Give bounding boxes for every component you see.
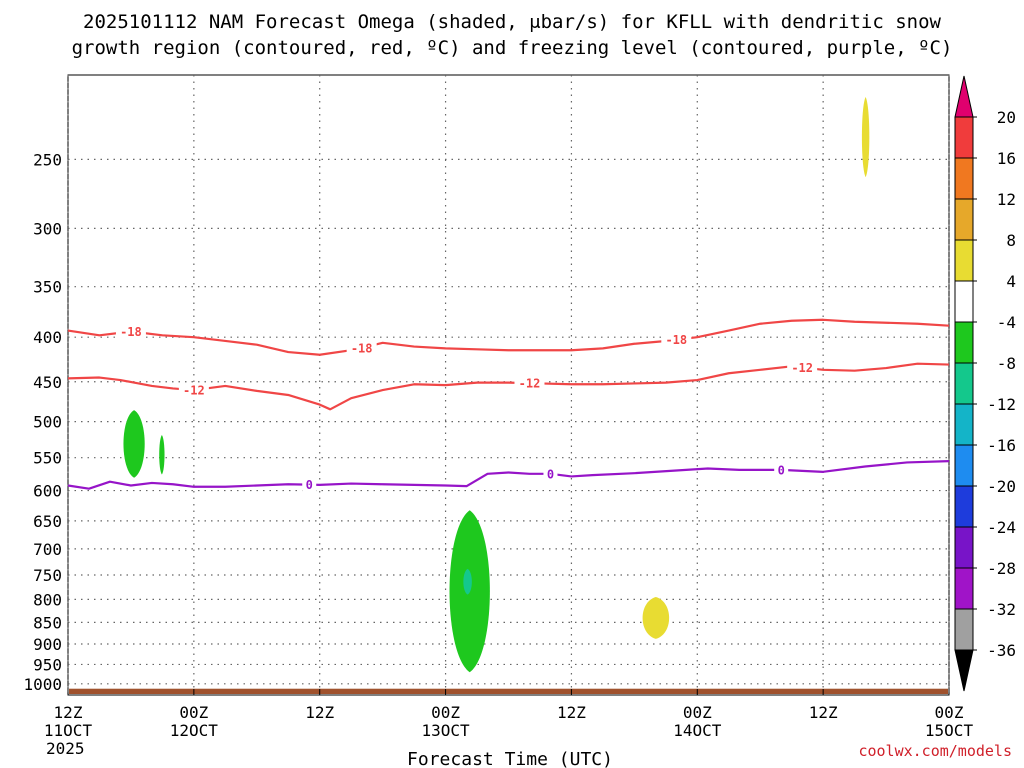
colorbar-segment-8 xyxy=(954,444,974,487)
y-tick-label-800: 800 xyxy=(33,590,62,609)
x-tick-label-h60-0: 00Z xyxy=(683,703,712,722)
shaded-region-4 xyxy=(642,597,670,639)
x-axis-label: Forecast Time (UTC) xyxy=(407,749,613,768)
colorbar-segment-6 xyxy=(954,362,974,405)
contour-label-bg-2-2 xyxy=(774,462,789,477)
colorbar-label-6: -8 xyxy=(997,354,1016,373)
x-tick-label-h72-0: 12Z xyxy=(809,703,838,722)
contour-label-bg-0-2 xyxy=(661,332,692,347)
colorbar-segment-0 xyxy=(954,116,974,159)
shaded-region-5 xyxy=(861,97,870,178)
contour-label-2-0: 0 xyxy=(306,478,313,492)
contour-label-bg-0-1 xyxy=(346,340,377,355)
contour-line-2 xyxy=(67,459,950,490)
contour-label-0-1: -18 xyxy=(351,341,373,355)
contour-line-0 xyxy=(67,318,950,356)
plot-frame xyxy=(67,74,950,696)
y-tick-label-850: 850 xyxy=(33,613,62,632)
contour-label-bg-1-2 xyxy=(787,360,818,375)
colorbar-label-0: 20 xyxy=(997,108,1016,127)
colorbar: 20 16 12 8 4 -4 -8 -12 -16 -20 -24 -28 -32 -36 xyxy=(954,75,1016,692)
contour-label-2-2: 0 xyxy=(778,463,785,477)
colorbar-segment-4 xyxy=(954,280,974,323)
colorbar-label-13: -36 xyxy=(987,641,1016,660)
chart-title: 2025101112 NAM Forecast Omega (shaded, μ… xyxy=(72,11,953,59)
terrain-fill xyxy=(69,688,948,694)
contour-label-1-1: -12 xyxy=(519,377,541,391)
title-line-2: growth region (contoured, red, ºC) and f… xyxy=(72,37,953,59)
shaded-region-1 xyxy=(159,434,165,475)
contour-label-1-2: -12 xyxy=(791,361,813,375)
y-tick-label-600: 600 xyxy=(33,482,62,501)
colorbar-segment-10 xyxy=(954,526,974,569)
contour-label-bg-1-1 xyxy=(514,376,545,391)
contour-label-0-0: -18 xyxy=(120,325,142,339)
colorbar-label-7: -12 xyxy=(987,395,1016,414)
colorbar-segment-12 xyxy=(954,608,974,651)
y-tick-label-550: 550 xyxy=(33,449,62,468)
credit-text: coolwx.com/models xyxy=(858,742,1012,760)
y-tick-label-650: 650 xyxy=(33,512,62,531)
y-tick-label-950: 950 xyxy=(33,655,62,674)
contour-label-bg-2-1 xyxy=(543,466,558,481)
colorbar-label-8: -16 xyxy=(987,436,1016,455)
x-tick-label-h24-0: 12Z xyxy=(305,703,334,722)
colorbar-label-2: 12 xyxy=(997,190,1016,209)
contour-label-0-2: -18 xyxy=(665,333,687,347)
x-tick-label-h48-0: 12Z xyxy=(557,703,586,722)
y-tick-label-500: 500 xyxy=(33,413,62,432)
contour-label-bg-2-0 xyxy=(302,477,317,492)
colorbar-segment-1 xyxy=(954,157,974,200)
colorbar-top-arrow xyxy=(954,75,974,118)
y-tick-label-400: 400 xyxy=(33,328,62,347)
y-tick-label-700: 700 xyxy=(33,540,62,559)
colorbar-segment-2 xyxy=(954,198,974,241)
x-tick-label-h84-1: 15OCT xyxy=(925,721,974,740)
colorbar-label-10: -24 xyxy=(987,518,1016,537)
y-tick-label-450: 450 xyxy=(33,373,62,392)
title-line-1: 2025101112 NAM Forecast Omega (shaded, μ… xyxy=(83,11,941,33)
colorbar-label-5: -4 xyxy=(997,313,1016,332)
x-tick-label-h0-0: 12Z xyxy=(54,703,83,722)
colorbar-label-1: 16 xyxy=(997,149,1016,168)
contour-label-bg-1-0 xyxy=(178,383,209,398)
colorbar-segment-9 xyxy=(954,485,974,528)
colorbar-label-9: -20 xyxy=(987,477,1016,496)
y-tick-label-350: 350 xyxy=(33,278,62,297)
x-tick-label-h60-1: 14OCT xyxy=(673,721,722,740)
x-tick-label-h12-0: 00Z xyxy=(179,703,208,722)
x-tick-label-h0-1: 11OCT xyxy=(44,721,93,740)
colorbar-segment-7 xyxy=(954,403,974,446)
x-tick-label-h84-0: 00Z xyxy=(935,703,964,722)
colorbar-segment-11 xyxy=(954,567,974,610)
colorbar-label-12: -32 xyxy=(987,600,1016,619)
y-tick-label-250: 250 xyxy=(33,150,62,169)
colorbar-label-3: 8 xyxy=(1006,231,1016,250)
colorbar-label-4: 4 xyxy=(1006,272,1016,291)
x-tick-label-h36-0: 00Z xyxy=(431,703,460,722)
colorbar-label-11: -28 xyxy=(987,559,1016,578)
y-tick-label-750: 750 xyxy=(33,566,62,585)
contour-label-2-1: 0 xyxy=(547,467,554,481)
y-tick-label-900: 900 xyxy=(33,635,62,654)
colorbar-segment-3 xyxy=(954,239,974,282)
y-tick-label-1000: 1000 xyxy=(23,675,62,694)
terrain-band xyxy=(69,688,948,694)
colorbar-bottom-arrow xyxy=(954,649,974,692)
x-tick-label-h12-1: 12OCT xyxy=(170,721,219,740)
shaded-region-0 xyxy=(123,410,145,478)
contour-lines: -18 -18 -18 -12 -12 -12 0 0 0 xyxy=(67,318,950,492)
shaded-region-3 xyxy=(463,568,472,595)
omega-shading xyxy=(123,97,870,673)
contour-label-bg-0-0 xyxy=(115,324,146,339)
contour-label-1-0: -12 xyxy=(183,384,205,398)
x-tick-label-h36-1: 13OCT xyxy=(421,721,470,740)
colorbar-segment-5 xyxy=(954,321,974,364)
x-tick-label-h0-2: 2025 xyxy=(46,739,85,758)
y-axis-ticks: 250 300 350 400 450 500 550 600 650 700 750 800 850 9… xyxy=(23,150,62,693)
y-tick-label-300: 300 xyxy=(33,219,62,238)
